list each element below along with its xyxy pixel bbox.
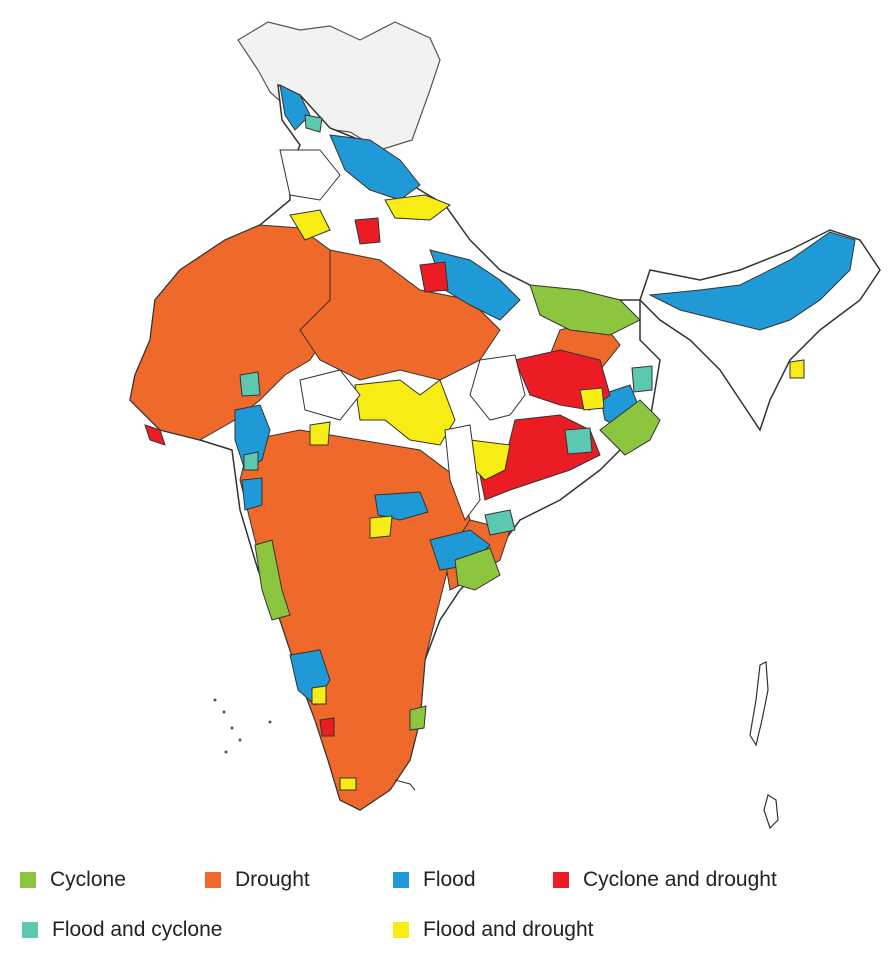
- flood-cyclone-swatch: [22, 922, 38, 938]
- flood-cyclone-region-bengal: [631, 365, 653, 393]
- flood-drought-swatch: [393, 922, 409, 938]
- cyclone-region-west-coast: [254, 539, 291, 621]
- legend-label-flood: Flood: [423, 868, 476, 891]
- flood-cyclone-region-gujarat: [239, 371, 261, 397]
- flood-drought-region-north: [289, 209, 331, 241]
- flood-drought-region-mp: [309, 421, 331, 446]
- nicobar-islands: [763, 794, 779, 830]
- flood-cyclone-region-konkan: [243, 451, 259, 471]
- map-legend: Cyclone Drought Flood Cyclone and drough…: [0, 850, 892, 954]
- legend-item-cyclone: Cyclone: [20, 868, 126, 892]
- cyclone-region-odisha: [599, 399, 661, 456]
- lakshadweep-islands: [213, 698, 272, 754]
- flood-drought-region-uttarakhand: [384, 194, 452, 221]
- drought-swatch: [205, 872, 221, 888]
- cyclone-region-bengal: [529, 284, 641, 336]
- india-hazard-map: [129, 21, 881, 830]
- flood-drought-region-northeast: [789, 359, 805, 379]
- flood-region-north: [279, 84, 311, 131]
- cyclone-drought-region-kerala: [319, 717, 335, 737]
- flood-region-gangetic: [429, 249, 521, 321]
- legend-label-cyclone-drought: Cyclone and drought: [583, 868, 777, 891]
- cyclone-drought-region-gujarat: [144, 424, 166, 446]
- flood-cyclone-region-odisha: [564, 427, 593, 455]
- legend-label-flood-drought: Flood and drought: [423, 918, 594, 941]
- no-hazard-region-central: [469, 354, 526, 421]
- flood-region-northeast: [648, 231, 856, 331]
- flood-region-konkan: [241, 477, 263, 511]
- sri-lanka-coast: [394, 779, 416, 791]
- flood-region-gujarat-coast: [234, 404, 271, 471]
- legend-item-cyclone-drought: Cyclone and drought: [553, 868, 777, 892]
- flood-cyclone-region-kashmir: [304, 114, 323, 133]
- legend-item-drought: Drought: [205, 868, 310, 892]
- flood-drought-region-karnataka: [311, 685, 327, 705]
- flood-drought-region-tamilnadu: [339, 777, 357, 791]
- legend-item-flood: Flood: [393, 868, 476, 892]
- no-hazard-region-himalaya: [279, 149, 341, 201]
- cyclone-drought-swatch: [553, 872, 569, 888]
- flood-region-himalaya: [329, 134, 421, 201]
- flood-swatch: [393, 872, 409, 888]
- cyclone-drought-region-up: [419, 261, 449, 293]
- drought-region-deccan: [239, 429, 471, 811]
- flood-drought-region-bengal: [579, 387, 605, 411]
- legend-item-flood-drought: Flood and drought: [393, 918, 593, 942]
- cyclone-drought-region-north: [354, 217, 381, 245]
- cyclone-region-andhra-coast: [454, 547, 501, 591]
- no-hazard-region-mp: [299, 369, 361, 421]
- flood-cyclone-region-andhra: [484, 509, 516, 536]
- andaman-islands: [749, 661, 769, 747]
- cyclone-swatch: [20, 872, 36, 888]
- legend-label-cyclone: Cyclone: [50, 868, 126, 891]
- drought-region-west: [129, 224, 346, 441]
- legend-label-flood-cyclone: Flood and cyclone: [52, 918, 223, 941]
- flood-drought-region-telangana: [369, 515, 393, 539]
- cyclone-region-tamilnadu: [409, 705, 427, 731]
- no-hazard-region-chhattisgarh: [444, 424, 481, 522]
- legend-item-flood-cyclone: Flood and cyclone: [22, 918, 222, 942]
- legend-label-drought: Drought: [235, 868, 310, 891]
- flood-region-telangana: [374, 491, 429, 521]
